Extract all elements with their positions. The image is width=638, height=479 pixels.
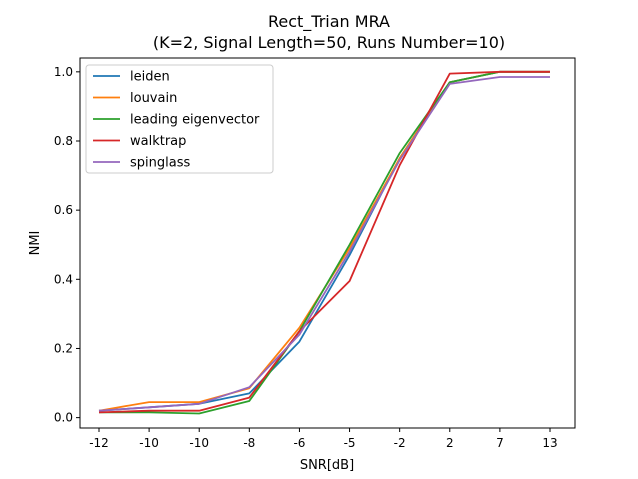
chart-title: Rect_Trian MRA (267, 12, 390, 31)
legend-label: louvain (130, 91, 177, 106)
x-tick-label: 13 (542, 436, 557, 450)
series-line-spinglass (98, 76, 550, 412)
legend: leiden louvain leading eigenvector walktrap… (85, 64, 274, 174)
y-tick-label: 0.2 (54, 341, 73, 355)
x-tick-label: 7 (496, 436, 504, 450)
x-tick-label: -12 (89, 436, 109, 450)
y-tick-label: 0.0 (54, 411, 73, 425)
legend-box (85, 64, 274, 174)
plot-frame (79, 57, 576, 429)
y-tick-label: 0.6 (54, 203, 73, 217)
x-tick-label: -2 (394, 436, 406, 450)
legend-label: leiden (130, 70, 170, 85)
x-axis: -12 -10 -10 -8 -6 -5 -2 2 7 13 (89, 428, 558, 450)
x-tick-label: -5 (344, 436, 356, 450)
y-axis: 0.0 0.2 0.4 0.6 0.8 1.0 (54, 65, 80, 425)
y-tick-label: 0.4 (54, 272, 73, 286)
x-tick-label: -8 (243, 436, 255, 450)
series-line-leading-eigenvector (99, 70, 550, 415)
x-axis-label: SNR[dB] (300, 458, 354, 473)
series-layer (98, 70, 550, 415)
legend-label: walktrap (130, 134, 186, 149)
y-tick-label: 0.8 (54, 134, 73, 148)
chart-subtitle: (K=2, Signal Length=50, Runs Number=10) (152, 33, 506, 52)
series-line-walktrap (98, 70, 550, 414)
y-tick-label: 1.0 (54, 65, 73, 79)
x-tick-label: -10 (139, 436, 159, 450)
x-tick-label: -6 (293, 436, 305, 450)
y-axis-label: NMI (28, 231, 43, 256)
legend-label: spinglass (130, 156, 190, 171)
x-tick-label: 2 (446, 436, 454, 450)
x-tick-label: -10 (189, 436, 209, 450)
legend-label: leading eigenvector (130, 113, 260, 128)
